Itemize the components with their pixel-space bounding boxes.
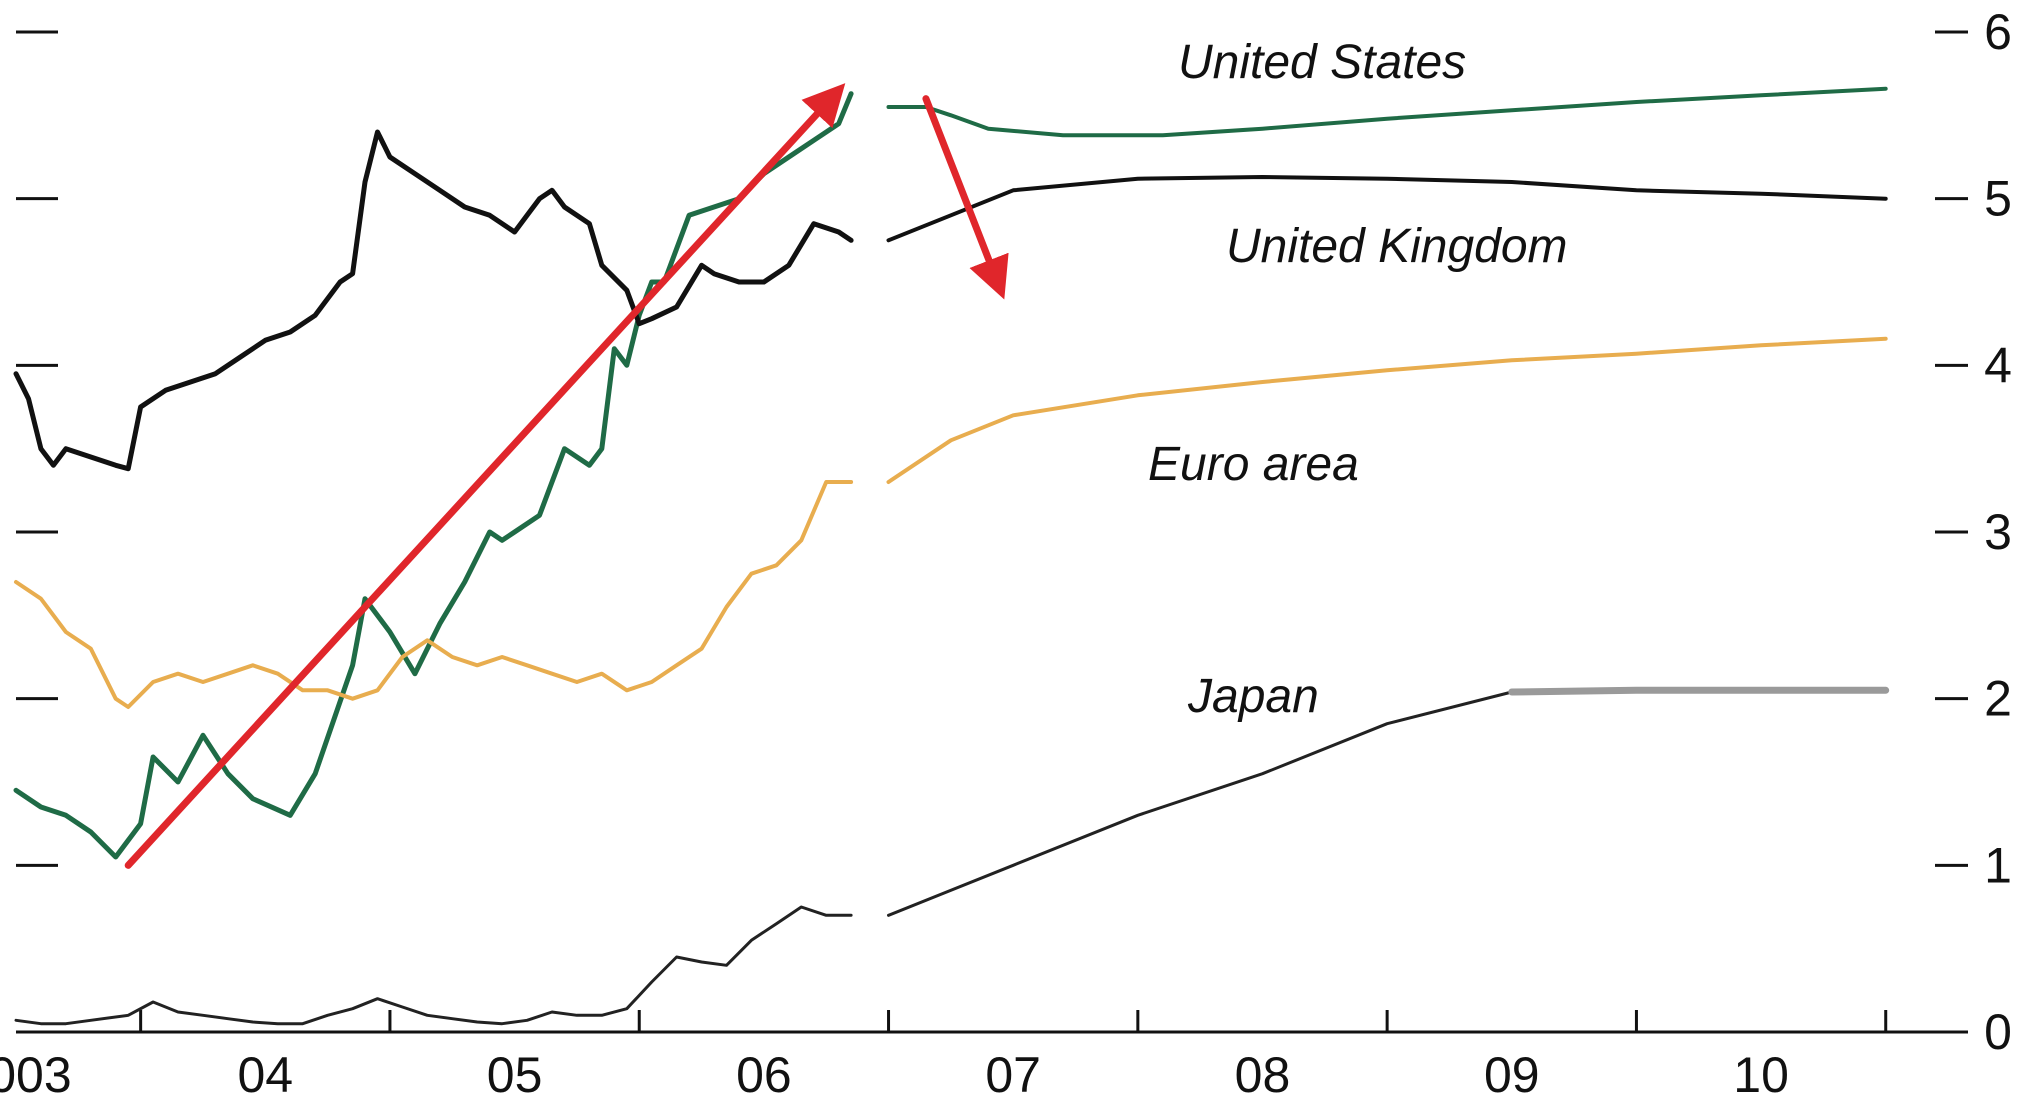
y-tick-label: 1: [1984, 837, 2012, 893]
series-line-japan-projection-flat: [1508, 686, 1890, 696]
y-tick-label: 0: [1984, 1004, 2012, 1060]
y-tick-label: 4: [1984, 337, 2012, 393]
series-label-us: United States: [1178, 36, 1466, 89]
annotation-arrow: [922, 95, 1009, 300]
x-tick-label: 2003: [0, 1047, 72, 1100]
series-line-japan-history: [14, 905, 853, 1026]
x-tick-label: 06: [736, 1047, 792, 1100]
x-tick-label: 04: [237, 1047, 293, 1100]
series-label-uk: United Kingdom: [1226, 220, 1568, 273]
series-label-euro: Euro area: [1148, 438, 1359, 491]
series-layer: [13, 86, 1890, 1026]
x-tick-label: 07: [985, 1047, 1041, 1100]
series-line-united-states-history: [13, 91, 854, 860]
series-line-united-kingdom-projection: [886, 175, 1888, 243]
y-tick-label: 2: [1984, 671, 2012, 727]
annotation-arrow: [124, 83, 846, 869]
x-tick-label: 05: [487, 1047, 543, 1100]
x-tick-label: 09: [1484, 1047, 1540, 1100]
series-label-japan: Japan: [1187, 670, 1319, 723]
x-tick-label: 08: [1235, 1047, 1291, 1100]
series-line-euro-area-history: [14, 480, 854, 709]
axes-layer: 2003 04 05 06 07 08 09 10 0 1 2 3 4 5 6: [0, 4, 2012, 1103]
y-tick-label: 6: [1984, 4, 2012, 60]
series-line-japan-projection: [887, 688, 1888, 917]
y-tick-label: 3: [1984, 504, 2012, 560]
x-tick-label: 10: [1733, 1047, 1789, 1100]
y-tick-label: 5: [1984, 171, 2012, 227]
series-line-euro-area-projection: [886, 336, 1888, 484]
series-line-united-states-projection: [886, 86, 1888, 138]
annotation-layer: [124, 83, 1009, 869]
series-line-united-kingdom-history: [13, 129, 854, 472]
label-layer: United States United Kingdom Euro area J…: [1148, 36, 1568, 723]
